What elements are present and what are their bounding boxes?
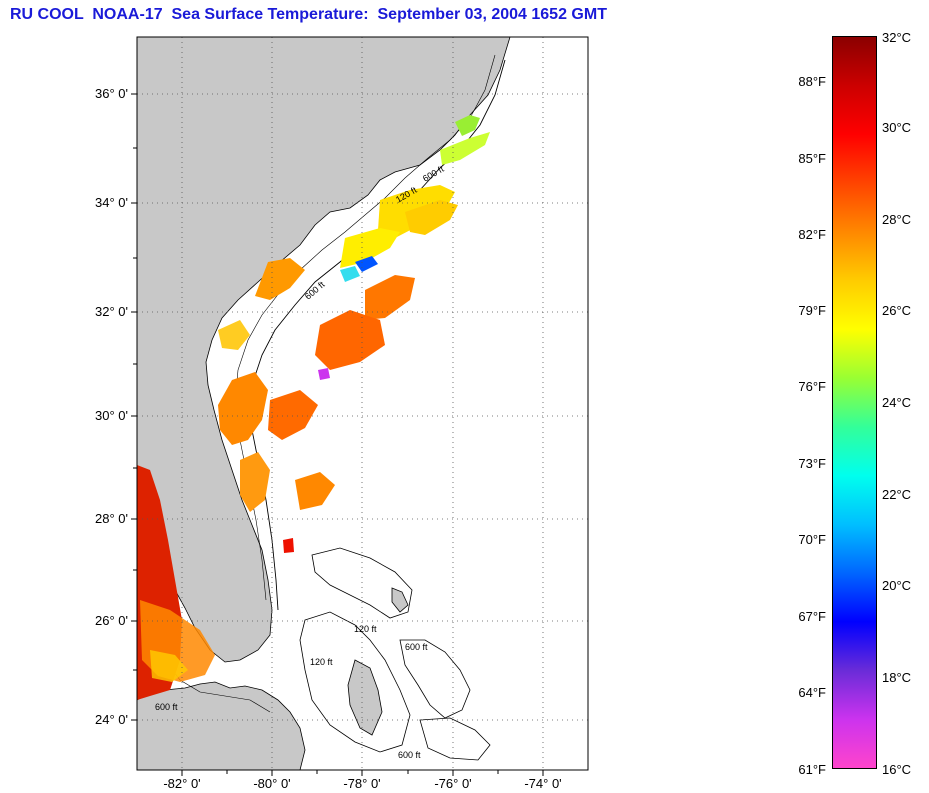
colorbar-fahrenheit-label: 88°F bbox=[798, 74, 826, 89]
contour-label: 600 ft bbox=[398, 750, 421, 760]
colorbar-celsius-label: 20°C bbox=[882, 578, 912, 593]
colorbar-fahrenheit-label: 82°F bbox=[798, 227, 826, 242]
map-title: RU COOL NOAA-17 Sea Surface Temperature:… bbox=[10, 6, 607, 23]
lon-label: -82° 0' bbox=[163, 776, 201, 791]
colorbar-celsius-label: 24°C bbox=[882, 395, 912, 410]
colorbar-celsius-label: 28°C bbox=[882, 212, 912, 227]
lon-label: -74° 0' bbox=[524, 776, 562, 791]
contour-label: 600 ft bbox=[155, 702, 178, 712]
colorbar-celsius-label: 16°C bbox=[882, 762, 912, 777]
bahamas-bank-3 bbox=[399, 639, 471, 719]
island-abaco bbox=[391, 587, 409, 613]
island-andros bbox=[347, 659, 383, 736]
lat-label: 34° 0' bbox=[95, 195, 128, 210]
colorbar-fahrenheit-label: 85°F bbox=[798, 151, 826, 166]
colorbar-fahrenheit-label: 76°F bbox=[798, 379, 826, 394]
contour-label: 600 ft bbox=[405, 642, 428, 652]
sst-colorbar bbox=[832, 36, 877, 769]
bahamas-bank bbox=[311, 547, 413, 619]
colorbar-fahrenheit-label: 64°F bbox=[798, 685, 826, 700]
colorbar-fahrenheit-label: 67°F bbox=[798, 609, 826, 624]
bahamas-bank-2 bbox=[299, 611, 411, 753]
lon-label: -80° 0' bbox=[253, 776, 291, 791]
colorbar-celsius-label: 32°C bbox=[882, 30, 912, 45]
lat-label: 28° 0' bbox=[95, 511, 128, 526]
colorbar-fahrenheit-label: 70°F bbox=[798, 532, 826, 547]
lat-label: 26° 0' bbox=[95, 613, 128, 628]
colorbar-fahrenheit-label: 79°F bbox=[798, 303, 826, 318]
colorbar-celsius-label: 18°C bbox=[882, 670, 912, 685]
graticule bbox=[137, 37, 588, 770]
contour-label: 120 ft bbox=[354, 624, 377, 634]
colorbar-fahrenheit-label: 73°F bbox=[798, 456, 826, 471]
bahamas-bank-4 bbox=[419, 717, 491, 761]
contour-label: 120 ft bbox=[310, 657, 333, 667]
lat-label: 32° 0' bbox=[95, 304, 128, 319]
colorbar-celsius-label: 26°C bbox=[882, 303, 912, 318]
lat-label: 36° 0' bbox=[95, 86, 128, 101]
colorbar-celsius-label: 30°C bbox=[882, 120, 912, 135]
lat-label: 24° 0' bbox=[95, 712, 128, 727]
colorbar-fahrenheit-label: 61°F bbox=[798, 762, 826, 777]
sst-patches bbox=[137, 115, 490, 700]
land-gulf-coast bbox=[137, 681, 306, 770]
lon-label: -78° 0' bbox=[343, 776, 381, 791]
colorbar-celsius-label: 22°C bbox=[882, 487, 912, 502]
lon-label: -76° 0' bbox=[434, 776, 472, 791]
lat-label: 30° 0' bbox=[95, 408, 128, 423]
map-ticks bbox=[131, 93, 544, 776]
